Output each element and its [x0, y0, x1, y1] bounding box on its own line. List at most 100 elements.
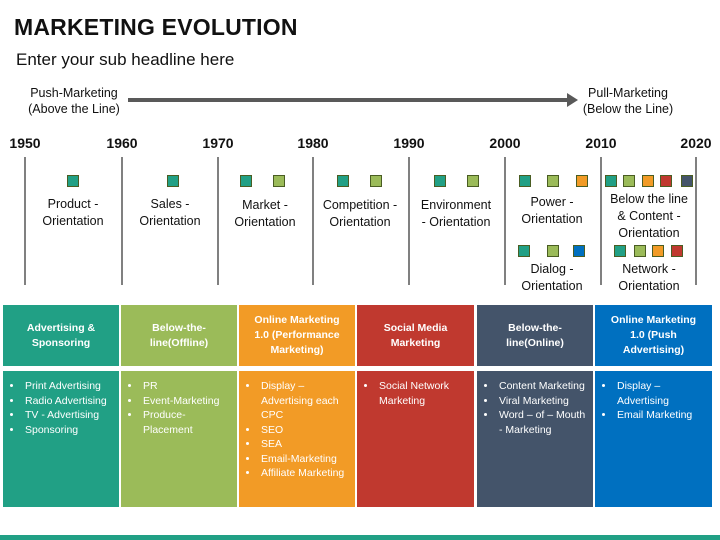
- stage-label-line: Orientation: [618, 279, 680, 293]
- year-label: 1990: [393, 135, 425, 151]
- stage-marker-teal: [337, 175, 349, 187]
- stage-label-line: Power -: [530, 195, 574, 209]
- stage-label: Dialog - Orientation: [504, 261, 600, 295]
- stage-marker-green: [467, 175, 479, 187]
- bullet-item: SEO: [259, 423, 351, 438]
- year-label: 1980: [297, 135, 329, 151]
- bullet-item: PR: [141, 379, 233, 394]
- column-body: Display – Advertising each CPCSEOSEAEmai…: [239, 371, 355, 507]
- year-label: 2020: [680, 135, 712, 151]
- stage-label: Below the line & Content - Orientation: [601, 191, 697, 242]
- stage-marker-teal: [167, 175, 179, 187]
- stage-label: Sales - Orientation: [122, 196, 218, 230]
- stage-label: Product - Orientation: [25, 196, 121, 230]
- stage-marker-teal: [67, 175, 79, 187]
- stage-label-line: Market -: [242, 198, 288, 212]
- stage-marker-blue: [573, 245, 585, 257]
- stage-label: Power - Orientation: [504, 194, 600, 228]
- bullet-list: Display – AdvertisingEmail Marketing: [601, 379, 708, 423]
- bullet-item: SEA: [259, 437, 351, 452]
- stage-label-line: Product -: [47, 197, 99, 211]
- stage-label-line: Network -: [622, 262, 676, 276]
- year-label: 1960: [106, 135, 138, 151]
- stage-marker-orange: [642, 175, 654, 187]
- sub-headline: Enter your sub headline here: [16, 50, 235, 69]
- bullet-item: Display – Advertising each CPC: [259, 379, 351, 423]
- stage-marker-orange: [576, 175, 588, 187]
- timeline-divider: [695, 157, 697, 285]
- year-label: 2010: [585, 135, 617, 151]
- stage-marker-teal: [519, 175, 531, 187]
- bottom-bar: [0, 535, 720, 540]
- bullet-item: Content Marketing: [497, 379, 589, 394]
- column-body: Content MarketingViral MarketingWord – o…: [477, 371, 593, 507]
- bullet-item: Produce-Placement: [141, 408, 233, 437]
- column-body: Display – AdvertisingEmail Marketing: [595, 371, 712, 507]
- column-header: Advertising & Sponsoring: [3, 305, 119, 366]
- timeline-divider: [408, 157, 410, 285]
- push-label-line2: (Above the Line): [28, 102, 120, 116]
- column-body: Print AdvertisingRadio AdvertisingTV - A…: [3, 371, 119, 507]
- bullet-item: Word – of – Mouth - Marketing: [497, 408, 589, 437]
- stage-marker-green: [547, 175, 559, 187]
- stage-marker-green: [634, 245, 646, 257]
- stage-marker-green: [370, 175, 382, 187]
- timeline-divider: [24, 157, 26, 285]
- column-header: Online Marketing 1.0 (Push Advertising): [595, 305, 712, 366]
- stage-marker-green: [623, 175, 635, 187]
- bullet-list: Print AdvertisingRadio AdvertisingTV - A…: [9, 379, 115, 437]
- timeline-divider: [504, 157, 506, 285]
- stage-marker-teal: [605, 175, 617, 187]
- stage-label-line: Environment: [420, 198, 492, 212]
- push-marketing-label: Push-Marketing (Above the Line): [20, 85, 128, 117]
- bullet-item: Print Advertising: [23, 379, 115, 394]
- stage-label-line: Orientation: [42, 214, 104, 228]
- bullet-item: Email Marketing: [615, 408, 708, 423]
- bullet-item: Affiliate Marketing: [259, 466, 351, 481]
- arrow-right-icon: [128, 93, 578, 107]
- year-label: 1950: [9, 135, 41, 151]
- stage-marker-slate: [681, 175, 693, 187]
- timeline-divider: [312, 157, 314, 285]
- stage-label: Market - Orientation: [217, 197, 313, 231]
- stage-label-line: & Content -: [617, 209, 681, 223]
- bullet-item: TV - Advertising: [23, 408, 115, 423]
- stage-label-line: Sales -: [150, 197, 190, 211]
- stage-label-line: Orientation: [329, 215, 391, 229]
- column-header: Below-the-line(Online): [477, 305, 593, 366]
- push-label-line1: Push-Marketing: [30, 86, 118, 100]
- stage-label-line: Orientation: [234, 215, 296, 229]
- stage-label: Network - Orientation: [601, 261, 697, 295]
- bullet-list: Display – Advertising each CPCSEOSEAEmai…: [245, 379, 351, 481]
- stage-label-line: Orientation: [521, 279, 583, 293]
- bullet-list: Social Network Marketing: [363, 379, 470, 408]
- bullet-list: Content MarketingViral MarketingWord – o…: [483, 379, 589, 437]
- pull-marketing-label: Pull-Marketing (Below the Line): [578, 85, 678, 117]
- bullet-item: Social Network Marketing: [377, 379, 470, 408]
- column-body: Social Network Marketing: [357, 371, 474, 507]
- stage-marker-red: [660, 175, 672, 187]
- stage-label-line: Dialog -: [530, 262, 574, 276]
- column-body: PREvent-MarketingProduce-Placement: [121, 371, 237, 507]
- year-label: 1970: [202, 135, 234, 151]
- column-header: Below-the-line(Offline): [121, 305, 237, 366]
- stage-marker-teal: [614, 245, 626, 257]
- stage-label-line: Orientation: [618, 226, 680, 240]
- bullet-item: Radio Advertising: [23, 394, 115, 409]
- bullet-item: Email-Marketing: [259, 452, 351, 467]
- timeline-divider: [121, 157, 123, 285]
- page-title: MARKETING EVOLUTION: [14, 14, 298, 40]
- stage-label-line: Below the line: [610, 192, 688, 206]
- bullet-list: PREvent-MarketingProduce-Placement: [127, 379, 233, 437]
- stage-label-line: Orientation: [139, 214, 201, 228]
- stage-label: Environment - Orientation: [408, 197, 504, 231]
- stage-marker-green: [273, 175, 285, 187]
- stage-label-line: Competition -: [322, 198, 398, 212]
- stage-marker-red: [671, 245, 683, 257]
- bullet-item: Event-Marketing: [141, 394, 233, 409]
- stage-marker-teal: [518, 245, 530, 257]
- stage-marker-teal: [434, 175, 446, 187]
- pull-label-line1: Pull-Marketing: [588, 86, 668, 100]
- timeline-divider: [217, 157, 219, 285]
- stage-marker-orange: [652, 245, 664, 257]
